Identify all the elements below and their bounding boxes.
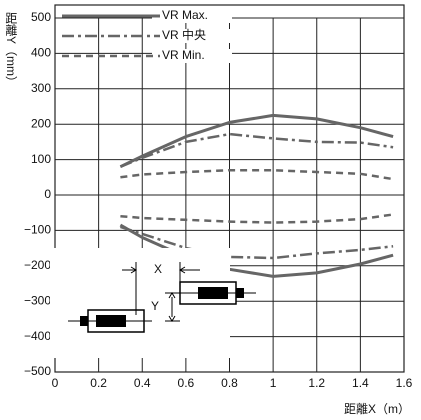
series-line: [119, 132, 394, 168]
plot-frame: [54, 4, 405, 373]
y-tick-label: −300: [24, 293, 51, 307]
y-tick-label: 200: [31, 116, 51, 130]
diagram-x-label: X: [154, 262, 162, 276]
y-tick-label: 500: [31, 10, 51, 24]
sensor-diagram: X Y: [50, 248, 256, 358]
x-tick-label: 0.4: [134, 376, 151, 390]
y-tick-label: 0: [44, 187, 51, 201]
legend-bg: [152, 29, 232, 43]
y-tick-label: 100: [31, 152, 51, 166]
y-tick-label: 300: [31, 81, 51, 95]
legend-bg: [152, 9, 232, 23]
legend-bg: [152, 49, 232, 63]
series-line: [120, 225, 394, 260]
x-axis-label: 距離X（m）: [344, 402, 410, 416]
x-tick-label: 1.4: [352, 376, 369, 390]
y-tick-label: 400: [31, 46, 51, 60]
x-tick-label: 0.2: [90, 376, 107, 390]
y-tick-label: −100: [24, 223, 51, 237]
x-tick-label: 1.2: [308, 376, 325, 390]
series-line: [119, 113, 394, 169]
y-tick-label: −200: [24, 258, 51, 272]
series-line: [119, 223, 394, 278]
legend-label: VR 中央: [162, 27, 206, 42]
x-tick-label: 1: [270, 376, 277, 390]
y-tick-label: −500: [24, 364, 51, 378]
y-tick-label: −400: [24, 329, 51, 343]
y-axis-label: 距離Y（mm）: [4, 12, 18, 88]
x-tick-label: 0.8: [221, 376, 238, 390]
legend-label: VR Max.: [162, 8, 208, 22]
legend-label: VR Min.: [162, 48, 205, 62]
x-tick-label: 0: [52, 376, 59, 390]
x-tick-label: 0.6: [178, 376, 195, 390]
series-line: [120, 168, 394, 181]
diagram-y-label: Y: [151, 299, 159, 313]
series-line: [120, 213, 394, 224]
x-tick-label: 1.6: [396, 376, 413, 390]
